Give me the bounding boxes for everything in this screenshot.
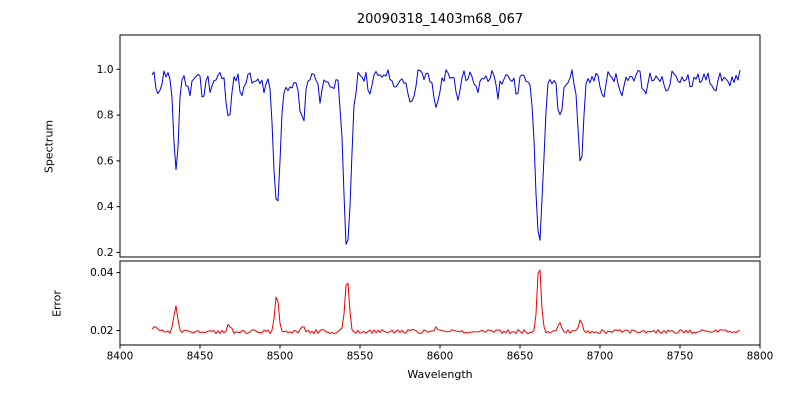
spectrum-y-axis-label: Spectrum: [42, 119, 56, 174]
x-tick-label: 8500: [267, 351, 294, 363]
x-tick-label: 8450: [187, 351, 214, 363]
x-tick-label: 8600: [427, 351, 454, 363]
x-tick-label: 8750: [667, 351, 694, 363]
spectrum-y-tick-label: 0.2: [97, 247, 114, 259]
error-y-axis-label: Error: [50, 290, 64, 317]
x-tick-label: 8650: [507, 351, 534, 363]
error-panel-border: [119, 260, 761, 346]
chart-title: 20090318_1403m68_067: [356, 12, 524, 27]
x-tick-label: 8550: [347, 351, 374, 363]
spectrum-line: [151, 69, 741, 245]
x-tick-label: 8800: [747, 351, 774, 363]
x-axis-label: Wavelength: [407, 368, 473, 381]
spectrum-y-tick-label: 0.6: [97, 155, 114, 167]
spectrum-y-tick-label: 0.4: [97, 201, 114, 213]
error-y-tick-label: 0.02: [90, 325, 113, 337]
x-tick-label: 8700: [587, 351, 614, 363]
spectrum-panel-border: [119, 34, 761, 258]
spectrum-y-tick-label: 1.0: [97, 64, 114, 76]
error-line: [151, 269, 741, 335]
error-y-tick-label: 0.04: [90, 267, 114, 279]
spectrum-y-tick-label: 0.8: [97, 110, 114, 122]
x-tick-label: 8400: [107, 351, 134, 363]
